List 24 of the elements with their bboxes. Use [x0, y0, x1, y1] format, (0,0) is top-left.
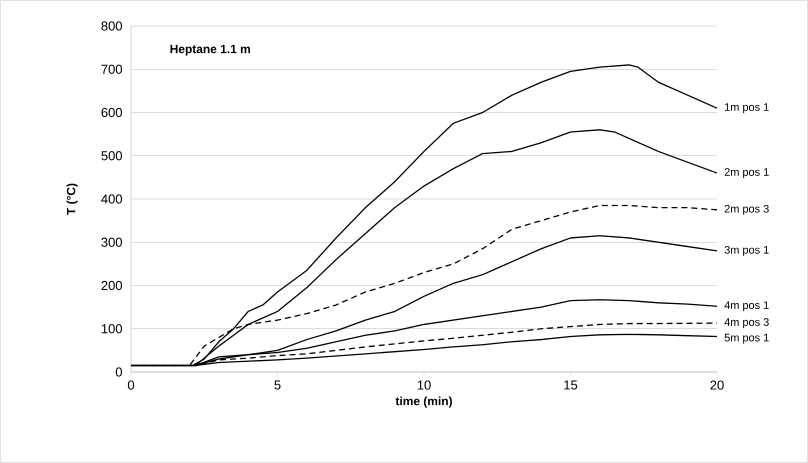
- series-label: 3m pos 1: [724, 246, 769, 256]
- y-tick-label: 300: [101, 238, 122, 247]
- series-label: 4m pos 1: [724, 301, 769, 312]
- x-tick-label: 5: [274, 380, 281, 390]
- series-label: 2m pos 3: [724, 204, 769, 215]
- x-tick-label: 0: [128, 380, 134, 390]
- y-tick-label: 600: [102, 108, 122, 118]
- series-label: 5m pos 1: [724, 334, 769, 344]
- x-tick-label: 15: [564, 380, 578, 390]
- x-tick-label: 10: [418, 380, 431, 390]
- y-tick-label: 0: [116, 367, 122, 377]
- y-axis-title: T (°C): [66, 184, 78, 215]
- series-label: 4m pos 3: [724, 318, 769, 328]
- y-tick-label: 200: [102, 280, 122, 290]
- y-tick-label: 400: [101, 194, 122, 204]
- series-label: 1m pos 1: [725, 103, 769, 114]
- series-label: 2m pos 1: [724, 168, 769, 178]
- y-tick-label: 100: [102, 324, 122, 334]
- y-tick-label: 700: [102, 64, 122, 74]
- y-tick-label: 800: [101, 21, 122, 31]
- text: Heptane 1.1 m: [170, 44, 250, 56]
- x-tick-label: 20: [710, 380, 724, 390]
- x-axis-title: time (min): [396, 396, 452, 408]
- y-tick-label: 500: [101, 151, 122, 160]
